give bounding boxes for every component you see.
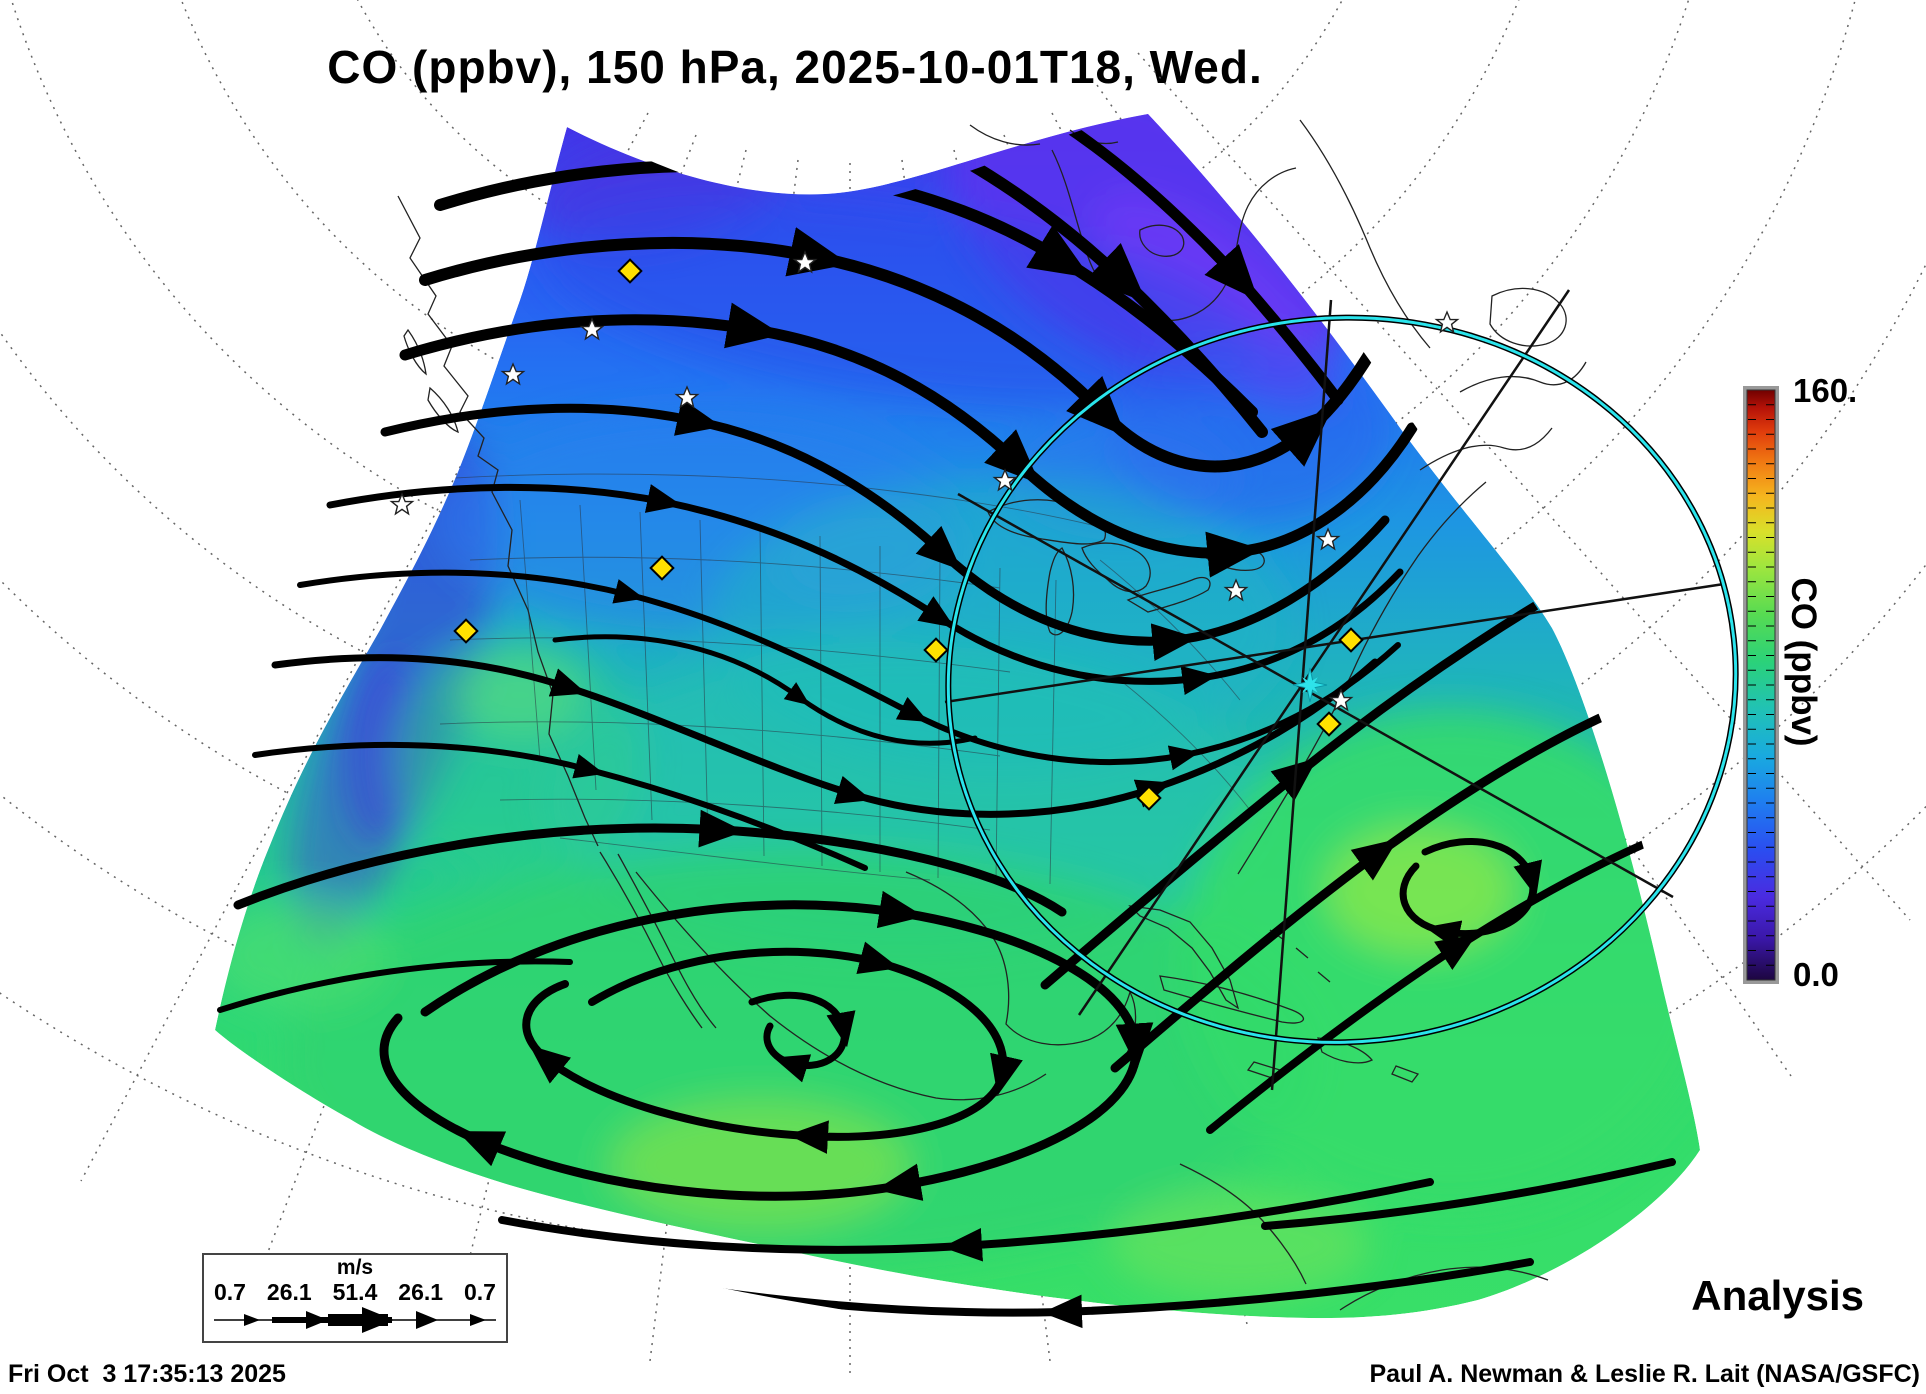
cross-section-line [957, 492, 1674, 899]
wind-speed-legend: m/s 0.7 26.1 51.4 26.1 0.7 [202, 1253, 508, 1343]
colorbar-min-label: 0.0 [1793, 956, 1839, 993]
colorbar-ticks [1748, 404, 1774, 966]
colorbar-max-label: 160. [1793, 372, 1858, 409]
wind-legend-value: 51.4 [332, 1279, 378, 1305]
yellow-diamond-marker [617, 258, 643, 284]
wind-legend-value: 0.7 [463, 1279, 496, 1305]
yellow-diamond-marker [1338, 627, 1364, 653]
wind-legend-value: 26.1 [266, 1279, 312, 1305]
footer-timestamp: Fri Oct 3 17:35:13 2025 [8, 1360, 286, 1388]
analysis-label: Analysis [1691, 1272, 1864, 1319]
cross-section-line [1270, 299, 1333, 1091]
yellow-diamond-marker [923, 637, 949, 663]
wind-legend-value: 0.7 [214, 1279, 246, 1305]
cross-section-lines [944, 289, 1725, 1091]
colorbar-axis-label: CO (ppbv) [1784, 577, 1823, 747]
yellow-diamond-marker [649, 555, 675, 581]
yellow-diamond-marker [1136, 785, 1162, 811]
wind-legend-units: m/s [336, 1256, 374, 1279]
wind-legend-value: 26.1 [398, 1279, 444, 1305]
page-title: CO (ppbv), 150 hPa, 2025-10-01T18, Wed. [327, 41, 1263, 93]
wind-scale-arrow-graphic [214, 1307, 496, 1333]
wind-streamlines [217, 114, 1676, 1329]
cross-section-line [944, 582, 1725, 704]
footer-credit: Paul A. Newman & Leslie R. Lait (NASA/GS… [1369, 1360, 1920, 1388]
station-markers [390, 251, 1739, 1046]
yellow-diamond-marker [1316, 711, 1342, 737]
colorbar [1743, 386, 1779, 984]
yellow-diamond-marker [453, 618, 479, 644]
cross-section-line [1077, 289, 1571, 1016]
range-circle [946, 316, 1738, 1044]
